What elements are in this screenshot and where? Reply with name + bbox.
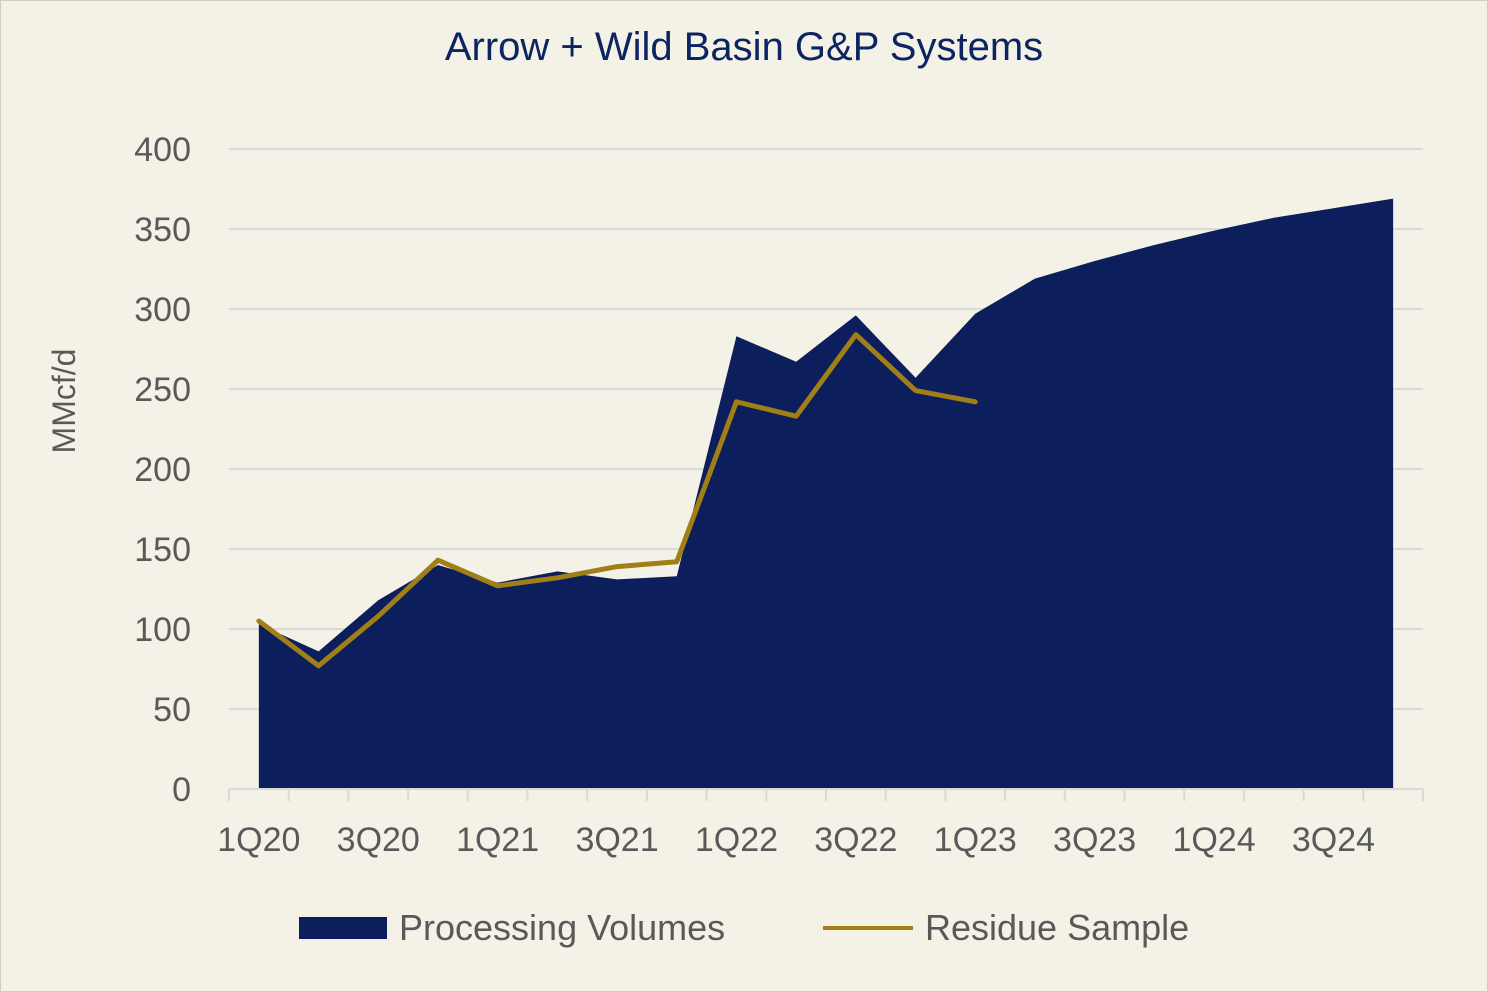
legend-item-residue-sample: Residue Sample [823, 901, 1189, 955]
line-series [256, 332, 978, 669]
x-tick-labels: 1Q20 3Q20 1Q21 3Q21 1Q22 3Q22 1Q23 3Q23 1Q24 3Q24 [217, 821, 1375, 859]
chart-title: Arrow + Wild Basin G&P Systems [444, 25, 1044, 69]
y-tick-label: 400 [134, 131, 191, 169]
legend-item-processing-volumes: Processing Volumes [299, 901, 725, 955]
x-tick-label: 1Q24 [1172, 821, 1255, 859]
area-series [258, 198, 1394, 790]
y-tick-label: 0 [172, 771, 191, 809]
x-tick-label: 3Q21 [575, 821, 658, 859]
y-tick-label: 150 [134, 531, 191, 569]
x-tick-label: 1Q21 [456, 821, 539, 859]
y-tick-label: 50 [153, 691, 191, 729]
residue-sample-line [256, 332, 978, 669]
y-tick-labels: 0 50 100 150 200 250 300 350 400 [134, 131, 191, 809]
y-tick-label: 300 [134, 291, 191, 329]
y-tick-label: 100 [134, 611, 191, 649]
legend-label: Processing Volumes [399, 907, 726, 948]
legend: Processing Volumes Residue Sample [1, 901, 1487, 955]
x-tick-label: 3Q22 [814, 821, 897, 859]
x-tick-label: 3Q20 [337, 821, 420, 859]
x-tick-label: 1Q20 [217, 821, 300, 859]
x-tick-label: 3Q24 [1292, 821, 1375, 859]
legend-swatch-area [299, 917, 387, 939]
y-tick-label: 350 [134, 211, 191, 249]
legend-swatch-line [823, 926, 913, 930]
legend-label: Residue Sample [925, 907, 1190, 948]
y-tick-label: 250 [134, 371, 191, 409]
y-axis-title: MMcf/d [46, 349, 82, 454]
x-tick-label: 1Q22 [695, 821, 778, 859]
x-tick-label: 1Q23 [934, 821, 1017, 859]
x-axis [228, 788, 1424, 801]
processing-volumes-area [258, 198, 1394, 790]
y-tick-label: 200 [134, 451, 191, 489]
x-tick-label: 3Q23 [1053, 821, 1136, 859]
